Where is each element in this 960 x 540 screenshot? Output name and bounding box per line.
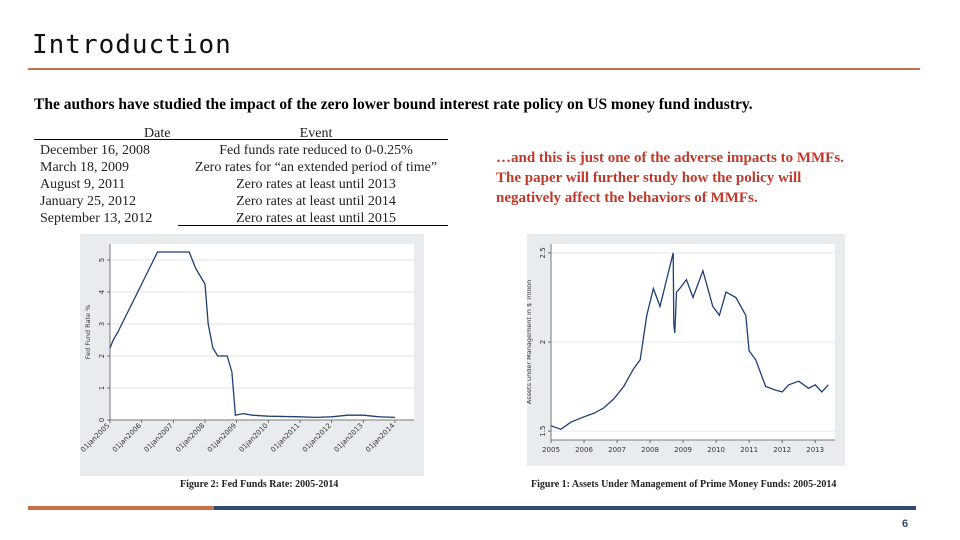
x-tick-label: 01jan2005 — [80, 422, 111, 454]
event-description: Zero rates for “an extended period of ti… — [194, 160, 438, 175]
intro-text: The authors have studied the impact of t… — [34, 96, 753, 113]
x-tick-label: 01jan2014 — [364, 421, 396, 453]
x-tick-label: 01jan2009 — [206, 422, 238, 454]
series-line — [109, 251, 396, 419]
footer-bar-accent — [28, 506, 214, 510]
y-tick-label: 4 — [98, 289, 106, 294]
x-tick-label: 2008 — [641, 446, 659, 454]
event-description: Zero rates at least until 2013 — [236, 177, 396, 192]
table-rule — [34, 139, 178, 140]
figure-1-caption: Figure 1: Assets Under Management of Pri… — [531, 479, 837, 490]
table-rule — [178, 225, 448, 226]
fed-funds-chart-panel: 0 1 2 3 4 5 01jan2005 01jan2006 01jan2007 01jan20… — [79, 234, 424, 476]
note-line: negatively affect the behaviors of MMFs. — [496, 190, 758, 206]
event-date: September 13, 2012 — [40, 211, 153, 226]
event-description: Zero rates at least until 2015 — [236, 211, 396, 226]
x-tick-label: 2007 — [608, 446, 626, 454]
y-tick-label: 3 — [98, 322, 106, 326]
y-tick-label: 1 — [98, 386, 106, 390]
event-header: Event — [299, 126, 333, 141]
aum-chart-panel: 1.5 2 2.5 2005 2006 2007 2008 2009 2010 2011 2012 2… — [525, 234, 845, 466]
x-tick-label: 2009 — [674, 446, 692, 454]
event-date: August 9, 2011 — [40, 177, 126, 192]
y-tick-label: 1.5 — [539, 426, 547, 437]
x-tick-label: 2006 — [575, 446, 593, 454]
x-tick-label: 01jan2013 — [333, 422, 365, 454]
y-tick-label: 2 — [98, 354, 106, 358]
x-tick-label: 01jan2007 — [143, 422, 175, 454]
x-tick-label: 2013 — [806, 446, 824, 454]
x-tick-label: 01jan2012 — [301, 422, 333, 454]
event-description: Zero rates at least until 2014 — [236, 194, 396, 209]
x-tick-label: 01jan2010 — [238, 422, 270, 454]
x-tick-label: 2011 — [740, 446, 758, 454]
x-tick-label: 01jan2006 — [111, 421, 143, 453]
y-tick-label: 2.5 — [539, 247, 547, 258]
date-header: Date — [144, 126, 171, 141]
x-tick-label: 2012 — [773, 446, 791, 454]
x-tick-label: 01jan2011 — [269, 422, 301, 454]
aum-chart: 1.5 2 2.5 2005 2006 2007 2008 2009 2010 2011 2012 2… — [525, 244, 835, 454]
footer-bar — [214, 506, 916, 510]
y-axis-label: Assets under Management in $ Trillion — [527, 280, 533, 404]
table-rule — [178, 139, 448, 140]
x-tick-label: 2010 — [707, 446, 725, 454]
event-date: March 18, 2009 — [40, 160, 130, 175]
y-tick-label: 5 — [98, 258, 106, 262]
x-tick-label: 2005 — [542, 446, 560, 454]
page-number: 6 — [902, 518, 909, 530]
title-divider — [28, 68, 920, 70]
note-text: …and this is just one of the adverse imp… — [496, 148, 916, 208]
plot-area — [110, 244, 414, 420]
series-line — [550, 252, 829, 431]
event-date: January 25, 2012 — [40, 194, 137, 209]
event-description: Fed funds rate reduced to 0-0.25% — [219, 143, 413, 158]
note-line: The paper will further study how the pol… — [496, 170, 802, 186]
y-tick-label: 0 — [98, 418, 106, 422]
x-tick-label: 01jan2008 — [174, 422, 206, 454]
note-line: …and this is just one of the adverse imp… — [496, 150, 844, 166]
figure-2-caption: Figure 2: Fed Funds Rate: 2005-2014 — [180, 479, 339, 490]
slide-title: Introduction — [32, 30, 232, 60]
event-date: December 16, 2008 — [40, 143, 151, 158]
y-tick-label: 2 — [539, 340, 547, 344]
y-axis-label: Fed Fund Rate % — [84, 305, 92, 360]
